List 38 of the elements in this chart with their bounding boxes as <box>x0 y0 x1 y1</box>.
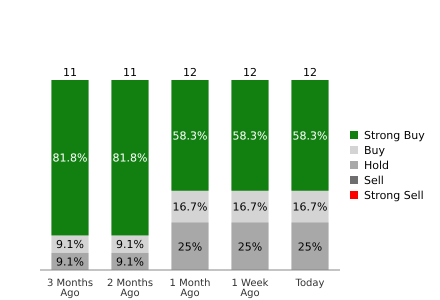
legend-label: Hold <box>364 159 390 172</box>
annotation: 11 <box>123 66 137 79</box>
x-tick-label: Today <box>294 278 325 289</box>
data-label: 16.7% <box>292 200 328 214</box>
bar <box>111 80 149 236</box>
data-label: 25% <box>178 240 202 254</box>
bar <box>51 80 89 236</box>
data-label: 16.7% <box>232 200 268 214</box>
legend-label: Sell <box>364 174 384 187</box>
data-label: 25% <box>238 240 262 254</box>
data-label: 9.1% <box>116 238 144 252</box>
data-label: 58.3% <box>292 129 328 142</box>
data-label: 9.1% <box>116 255 144 268</box>
annotation: 12 <box>303 66 317 79</box>
annotation: 11 <box>63 66 77 79</box>
legend-label: Strong Buy <box>364 129 426 142</box>
data-label: 9.1% <box>56 255 84 268</box>
legend-label: Buy <box>364 144 386 157</box>
legend-label: Strong Sell <box>364 189 424 202</box>
bar <box>291 222 329 270</box>
data-label: 81.8% <box>112 152 148 165</box>
x-tick-label: 2 Months Ago <box>106 278 154 299</box>
bar <box>231 222 269 270</box>
data-label: 9.1% <box>56 238 84 252</box>
x-tick-label: 1 Week Ago <box>232 278 269 299</box>
data-label: 25% <box>298 240 322 254</box>
bar <box>171 222 209 270</box>
x-tick-label: 1 Month Ago <box>170 278 210 299</box>
data-label: 58.3% <box>232 129 268 142</box>
data-label: 16.7% <box>172 200 208 214</box>
data-label: 81.8% <box>52 152 88 165</box>
x-tick-label: 3 Months Ago <box>46 278 94 299</box>
bar <box>171 80 209 191</box>
annotation: 12 <box>183 66 197 79</box>
bar <box>231 80 269 191</box>
bar <box>291 80 329 191</box>
annotation: 12 <box>243 66 257 79</box>
data-label: 58.3% <box>172 129 208 142</box>
